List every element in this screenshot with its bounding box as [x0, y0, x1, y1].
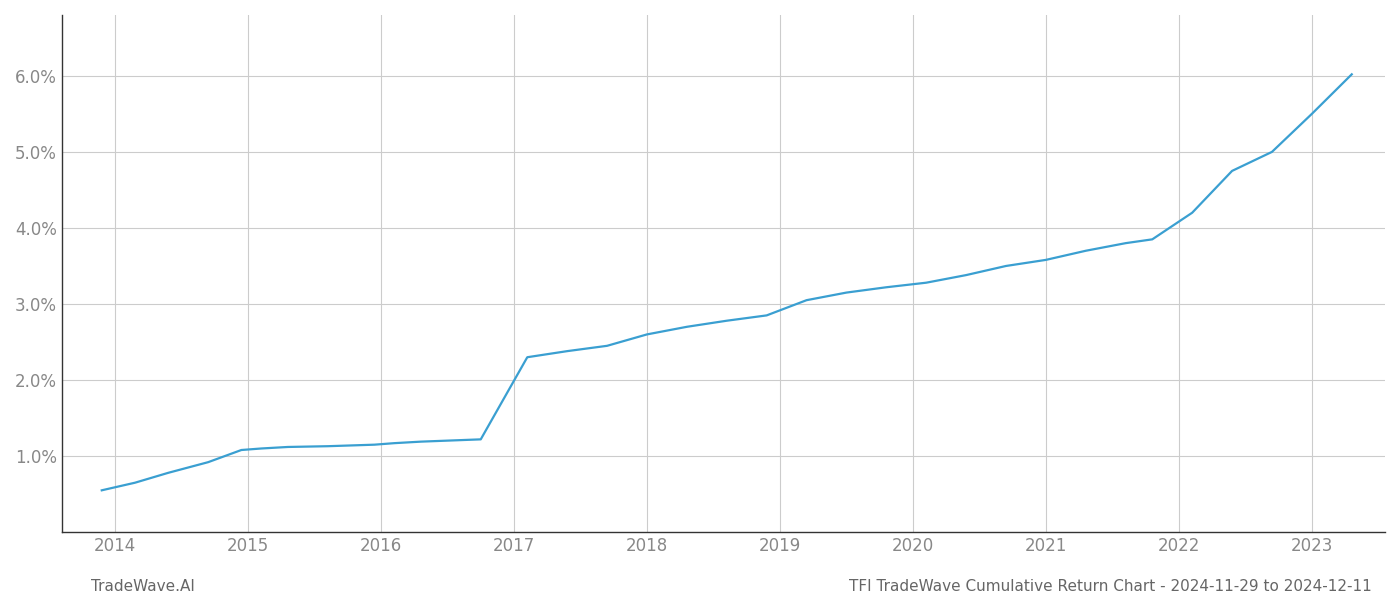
Text: TradeWave.AI: TradeWave.AI: [91, 579, 195, 594]
Text: TFI TradeWave Cumulative Return Chart - 2024-11-29 to 2024-12-11: TFI TradeWave Cumulative Return Chart - …: [850, 579, 1372, 594]
